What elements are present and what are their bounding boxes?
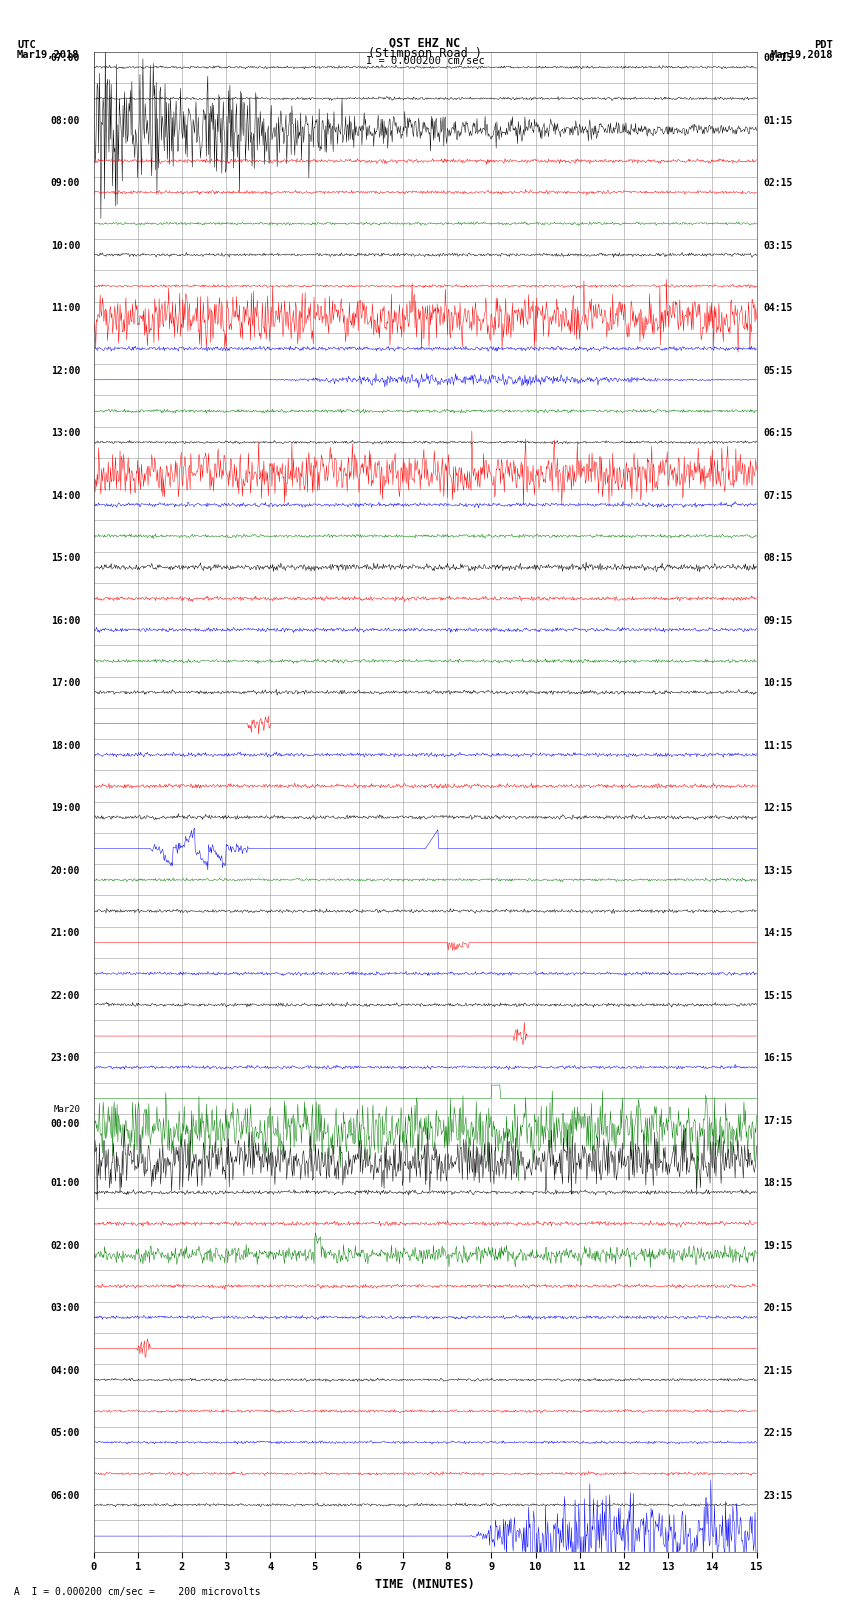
Text: 06:00: 06:00 xyxy=(51,1490,80,1500)
Text: 00:00: 00:00 xyxy=(51,1119,80,1129)
Text: 01:00: 01:00 xyxy=(51,1177,80,1189)
Text: 19:00: 19:00 xyxy=(51,803,80,813)
Text: 18:15: 18:15 xyxy=(763,1177,792,1189)
Text: 15:15: 15:15 xyxy=(763,990,792,1000)
Text: 21:15: 21:15 xyxy=(763,1366,792,1376)
Text: 22:15: 22:15 xyxy=(763,1428,792,1439)
Text: 20:00: 20:00 xyxy=(51,866,80,876)
Text: 12:15: 12:15 xyxy=(763,803,792,813)
Text: 16:15: 16:15 xyxy=(763,1053,792,1063)
Text: 12:00: 12:00 xyxy=(51,366,80,376)
Text: 13:15: 13:15 xyxy=(763,866,792,876)
Text: 11:00: 11:00 xyxy=(51,303,80,313)
Text: 21:00: 21:00 xyxy=(51,927,80,939)
Text: 07:15: 07:15 xyxy=(763,490,792,500)
Text: 00:15: 00:15 xyxy=(763,53,792,63)
Text: 17:00: 17:00 xyxy=(51,677,80,689)
Text: UTC: UTC xyxy=(17,40,36,50)
Text: 20:15: 20:15 xyxy=(763,1303,792,1313)
Text: 02:15: 02:15 xyxy=(763,177,792,189)
Text: 09:00: 09:00 xyxy=(51,177,80,189)
Text: 17:15: 17:15 xyxy=(763,1116,792,1126)
Text: 08:00: 08:00 xyxy=(51,116,80,126)
Text: 05:00: 05:00 xyxy=(51,1428,80,1439)
Text: 07:00: 07:00 xyxy=(51,53,80,63)
Text: 09:15: 09:15 xyxy=(763,616,792,626)
Text: 14:15: 14:15 xyxy=(763,927,792,939)
Text: 23:15: 23:15 xyxy=(763,1490,792,1500)
Text: (Stimpson Road ): (Stimpson Road ) xyxy=(368,47,482,60)
Text: PDT: PDT xyxy=(814,40,833,50)
Text: 02:00: 02:00 xyxy=(51,1240,80,1250)
Text: 11:15: 11:15 xyxy=(763,740,792,750)
Text: Mar20: Mar20 xyxy=(54,1105,80,1115)
Text: 05:15: 05:15 xyxy=(763,366,792,376)
Text: 14:00: 14:00 xyxy=(51,490,80,500)
Text: A  I = 0.000200 cm/sec =    200 microvolts: A I = 0.000200 cm/sec = 200 microvolts xyxy=(8,1587,261,1597)
Text: 01:15: 01:15 xyxy=(763,116,792,126)
Text: 10:15: 10:15 xyxy=(763,677,792,689)
Text: 19:15: 19:15 xyxy=(763,1240,792,1250)
Text: 06:15: 06:15 xyxy=(763,427,792,439)
Text: 15:00: 15:00 xyxy=(51,553,80,563)
Text: 03:15: 03:15 xyxy=(763,240,792,250)
Text: 04:00: 04:00 xyxy=(51,1366,80,1376)
Text: 18:00: 18:00 xyxy=(51,740,80,750)
Text: Mar19,2018: Mar19,2018 xyxy=(17,50,80,60)
Text: 08:15: 08:15 xyxy=(763,553,792,563)
Text: 16:00: 16:00 xyxy=(51,616,80,626)
Text: 03:00: 03:00 xyxy=(51,1303,80,1313)
Text: 23:00: 23:00 xyxy=(51,1053,80,1063)
Text: 10:00: 10:00 xyxy=(51,240,80,250)
Text: OST EHZ NC: OST EHZ NC xyxy=(389,37,461,50)
Text: 04:15: 04:15 xyxy=(763,303,792,313)
Text: I = 0.000200 cm/sec: I = 0.000200 cm/sec xyxy=(366,56,484,66)
Text: 22:00: 22:00 xyxy=(51,990,80,1000)
Text: Mar19,2018: Mar19,2018 xyxy=(770,50,833,60)
X-axis label: TIME (MINUTES): TIME (MINUTES) xyxy=(375,1578,475,1590)
Text: 13:00: 13:00 xyxy=(51,427,80,439)
